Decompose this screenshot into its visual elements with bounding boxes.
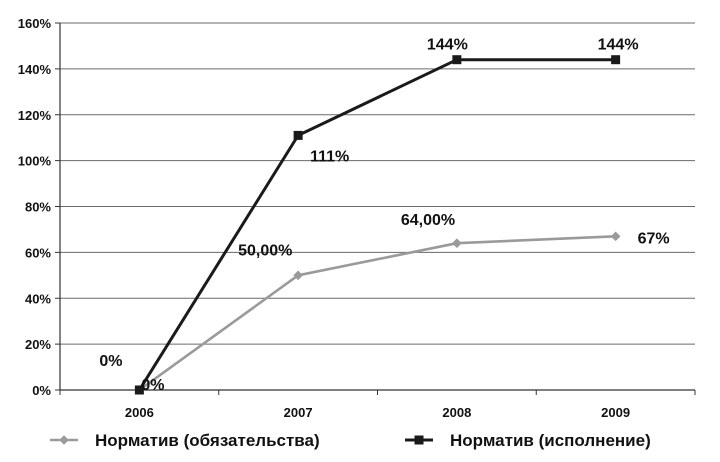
legend-marker xyxy=(59,435,69,445)
data-point xyxy=(610,231,621,242)
series-line-2 xyxy=(138,58,616,391)
data-point xyxy=(293,270,303,281)
series-lines xyxy=(134,55,621,395)
axes xyxy=(55,22,696,395)
legend: Норматив (обязательства) Норматив (исполн… xyxy=(50,431,651,450)
x-tick-label: 2007 xyxy=(284,405,313,420)
series-line-1 xyxy=(138,235,616,392)
data-label: 67% xyxy=(638,230,670,247)
y-axis-tick-labels: 0% 20% 40% 60% 80% 100% 120% 140% 160% xyxy=(18,16,52,398)
y-tick-label: 160% xyxy=(18,16,52,31)
y-tick-label: 80% xyxy=(25,200,51,215)
data-point xyxy=(134,385,144,395)
y-tick-label: 140% xyxy=(18,62,52,77)
data-label: 144% xyxy=(427,37,468,54)
gridlines xyxy=(60,22,695,345)
data-label: 0% xyxy=(99,353,122,370)
data-point xyxy=(452,55,462,65)
legend-marker xyxy=(414,435,424,445)
data-label: 64,00% xyxy=(401,212,455,229)
data-point xyxy=(611,55,621,65)
x-tick-label: 2006 xyxy=(125,405,154,420)
x-tick-label: 2009 xyxy=(601,405,630,420)
legend-label: Норматив (исполнение) xyxy=(450,431,651,450)
data-label: 111% xyxy=(310,148,349,165)
data-label: 144% xyxy=(598,37,639,54)
data-point xyxy=(452,238,462,248)
legend-label: Норматив (обязательства) xyxy=(95,431,320,450)
y-tick-label: 120% xyxy=(18,108,52,123)
y-tick-label: 60% xyxy=(25,245,51,260)
y-tick-label: 100% xyxy=(18,154,52,169)
data-label: 50,00% xyxy=(238,242,292,259)
x-tick-label: 2008 xyxy=(442,405,471,420)
data-label: 0% xyxy=(141,377,164,394)
y-tick-label: 20% xyxy=(25,337,51,352)
data-point xyxy=(293,130,303,140)
x-axis-tick-labels: 2006 2007 2008 2009 xyxy=(125,405,630,420)
y-tick-label: 0% xyxy=(32,383,51,398)
y-tick-label: 40% xyxy=(25,291,51,306)
data-labels: 0% 50,00% 64,00% 67% 0% 111% 144% 144% xyxy=(99,37,669,394)
